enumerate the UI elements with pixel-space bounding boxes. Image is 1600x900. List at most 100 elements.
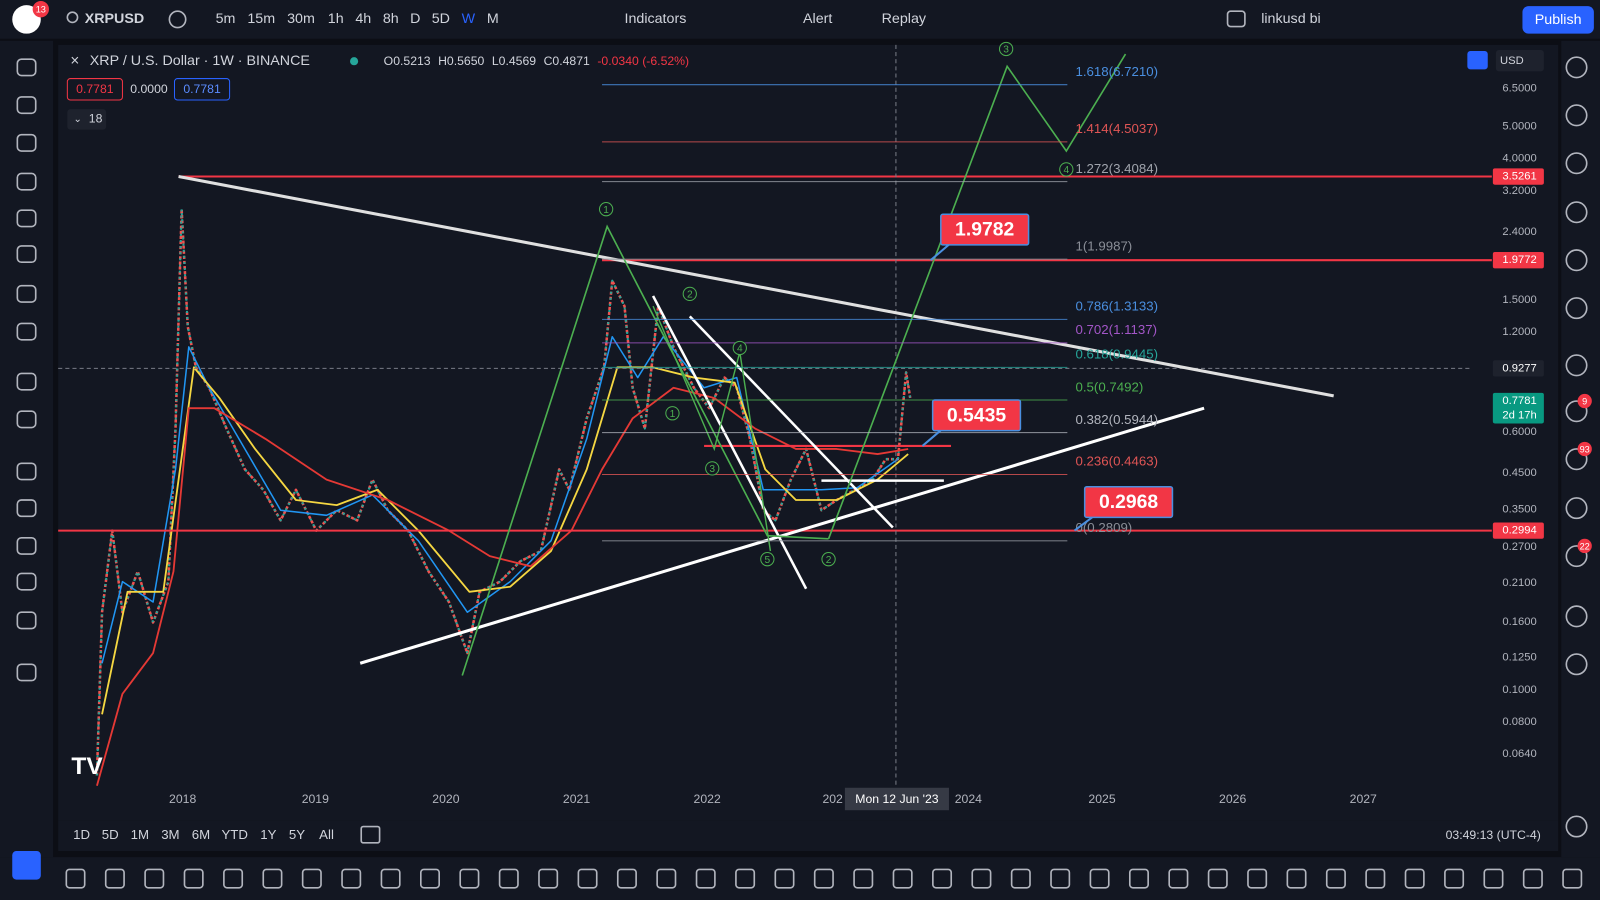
tool-icon[interactable]: [16, 462, 37, 481]
drawing-tool[interactable]: [656, 868, 677, 889]
drawing-tool[interactable]: [459, 868, 480, 889]
side-icon[interactable]: [1565, 152, 1588, 175]
range-button[interactable]: 3M: [161, 827, 179, 842]
interval-button[interactable]: D: [410, 11, 420, 27]
range-button[interactable]: 6M: [192, 827, 210, 842]
range-button[interactable]: 1D: [73, 827, 90, 842]
interval-button[interactable]: 8h: [383, 11, 399, 27]
tool-icon[interactable]: [16, 96, 37, 115]
side-icon[interactable]: [1565, 249, 1588, 272]
drawing-tool[interactable]: [1522, 868, 1543, 889]
tool-icon[interactable]: [16, 133, 37, 152]
interval-button[interactable]: 1h: [328, 11, 344, 27]
drawing-tool[interactable]: [1365, 868, 1386, 889]
drawing-tool[interactable]: [144, 868, 165, 889]
drawing-tool[interactable]: [616, 868, 637, 889]
tool-icon[interactable]: [16, 410, 37, 429]
interval-button[interactable]: 15m: [247, 11, 275, 27]
drawing-tool[interactable]: [183, 868, 204, 889]
range-button[interactable]: 1M: [131, 827, 149, 842]
tool-icon[interactable]: [16, 58, 37, 77]
drawing-tool[interactable]: [1286, 868, 1307, 889]
alert-button[interactable]: Alert: [803, 11, 832, 27]
range-button[interactable]: 5D: [102, 827, 119, 842]
replay-button[interactable]: Replay: [882, 11, 927, 27]
interval-button[interactable]: 5m: [216, 11, 236, 27]
tool-icon[interactable]: [16, 611, 37, 630]
ask-box[interactable]: [173, 78, 231, 101]
publish-button-bg[interactable]: [1522, 6, 1594, 34]
drawing-tool[interactable]: [301, 868, 322, 889]
drawing-tool[interactable]: [223, 868, 244, 889]
tool-icon[interactable]: [16, 209, 37, 228]
drawing-tool[interactable]: [538, 868, 559, 889]
drawing-tool[interactable]: [813, 868, 834, 889]
indicators-button[interactable]: Indicators: [624, 11, 686, 27]
interval-button[interactable]: W: [462, 11, 476, 27]
drawing-tool[interactable]: [341, 868, 362, 889]
drawing-tool[interactable]: [1404, 868, 1425, 889]
drawing-tool[interactable]: [774, 868, 795, 889]
layout-icon[interactable]: [1226, 10, 1246, 28]
tool-icon[interactable]: [16, 172, 37, 191]
side-icon[interactable]: [1565, 104, 1588, 127]
drawing-tool[interactable]: [1247, 868, 1268, 889]
drawing-tool[interactable]: [1444, 868, 1465, 889]
side-icon[interactable]: [1565, 448, 1588, 471]
drawing-tool[interactable]: [1128, 868, 1149, 889]
drawing-tool[interactable]: [380, 868, 401, 889]
add-symbol[interactable]: [168, 10, 187, 29]
tool-icon[interactable]: [16, 536, 37, 555]
drawing-tool[interactable]: [498, 868, 519, 889]
side-icon[interactable]: [1565, 497, 1588, 520]
drawing-tool[interactable]: [1089, 868, 1110, 889]
range-button[interactable]: 5Y: [289, 827, 305, 842]
tool-icon[interactable]: [16, 322, 37, 341]
drawing-tool[interactable]: [1325, 868, 1346, 889]
interval-button[interactable]: 4h: [355, 11, 371, 27]
drawing-tool[interactable]: [262, 868, 283, 889]
side-icon[interactable]: [1565, 56, 1588, 79]
side-icon[interactable]: [1565, 605, 1588, 628]
drawing-tool[interactable]: [1562, 868, 1583, 889]
drawing-tool[interactable]: [971, 868, 992, 889]
layout-name[interactable]: linkusd bi: [1261, 11, 1320, 27]
side-icon[interactable]: [1565, 354, 1588, 377]
drawing-tool[interactable]: [853, 868, 874, 889]
range-button[interactable]: 1Y: [260, 827, 276, 842]
tool-icon[interactable]: [16, 663, 37, 682]
interval-button[interactable]: M: [487, 11, 499, 27]
bid-box[interactable]: [66, 78, 123, 101]
drawing-tool[interactable]: [1168, 868, 1189, 889]
sync-button[interactable]: [1467, 51, 1488, 70]
drawing-tool[interactable]: [932, 868, 953, 889]
tool-icon[interactable]: [16, 499, 37, 518]
tool-icon[interactable]: [16, 372, 37, 391]
favorites-button[interactable]: [12, 851, 41, 880]
drawing-tool[interactable]: [65, 868, 86, 889]
drawing-tool[interactable]: [695, 868, 716, 889]
drawing-tool[interactable]: [104, 868, 125, 889]
range-button[interactable]: YTD: [221, 827, 248, 842]
side-icon[interactable]: [1565, 545, 1588, 568]
side-icon[interactable]: [1565, 297, 1588, 320]
drawing-tool[interactable]: [419, 868, 440, 889]
tool-icon[interactable]: [16, 284, 37, 303]
interval-button[interactable]: 30m: [287, 11, 315, 27]
date-range-icon[interactable]: [360, 825, 381, 844]
drawing-tool[interactable]: [735, 868, 756, 889]
publish-button[interactable]: Publish: [1535, 12, 1582, 28]
close-symbol[interactable]: ×: [70, 52, 79, 69]
tool-icon[interactable]: [16, 572, 37, 591]
drawing-tool[interactable]: [1483, 868, 1504, 889]
side-icon[interactable]: [1565, 815, 1588, 838]
indicators-toggle[interactable]: [67, 109, 107, 130]
currency-box[interactable]: [1495, 50, 1544, 72]
range-button[interactable]: All: [319, 827, 334, 842]
drawing-tool[interactable]: [892, 868, 913, 889]
drawing-tool[interactable]: [1050, 868, 1071, 889]
drawing-tool[interactable]: [577, 868, 598, 889]
symbol[interactable]: XRPUSD: [85, 11, 144, 27]
side-icon[interactable]: [1565, 201, 1588, 224]
interval-button[interactable]: 5D: [432, 11, 450, 27]
